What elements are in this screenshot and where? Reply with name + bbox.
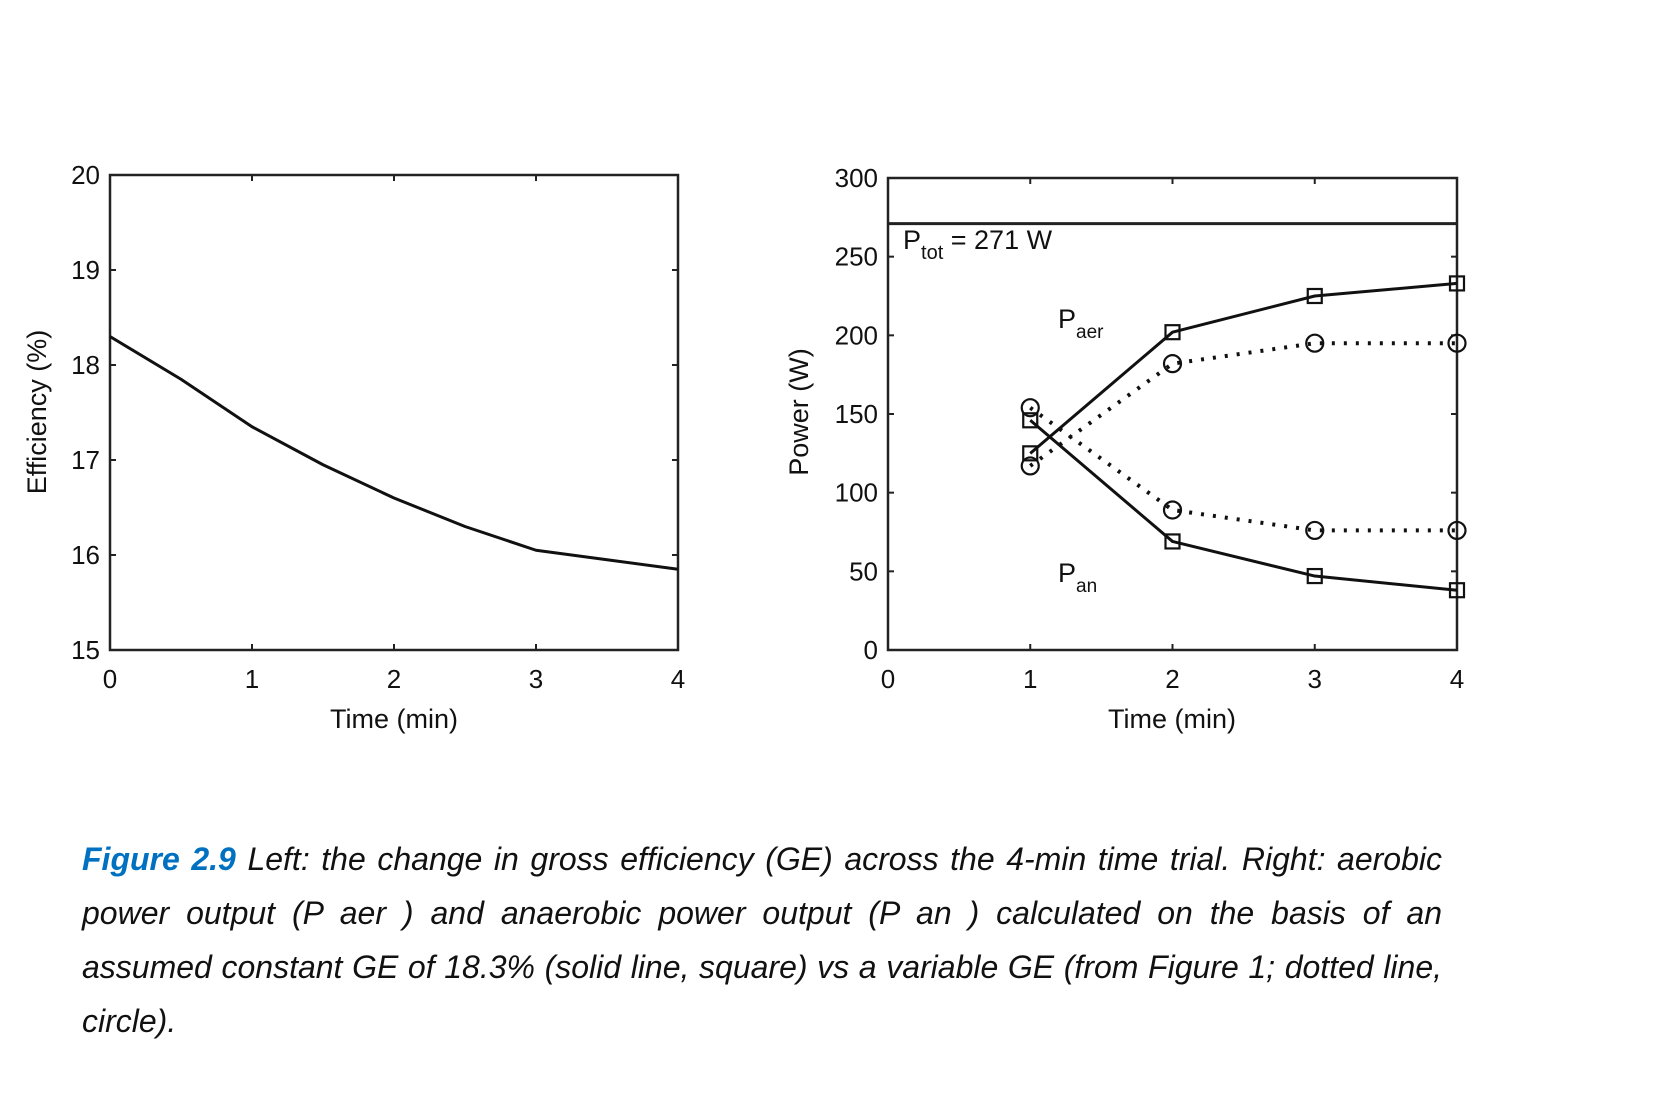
right-square-marker [1448,275,1466,292]
right-square-marker [1022,445,1039,462]
paer-sub: aer [1076,322,1104,343]
pan-sub: an [1076,576,1097,597]
left-y-tick-label: 17 [71,445,100,475]
right-series-line-3 [1029,406,1457,533]
ptot-main: P [903,225,921,255]
right-circle-marker [1020,398,1040,418]
right-circle-marker [1305,333,1325,353]
paer-main: P [1058,304,1076,334]
left-x-tick-label: 0 [103,664,117,694]
left-x-tick-label: 2 [387,664,401,694]
right-y-tick-label: 0 [864,635,878,665]
left-y-tick-label: 20 [71,160,100,190]
right-circle-marker [1020,456,1040,476]
left-x-tick-label: 4 [671,664,685,694]
right-square-marker [1164,533,1181,550]
right-circle-marker [1162,354,1183,374]
right-series-line-1 [1029,419,1458,592]
left-plot-frame [108,173,680,652]
right-y-tick-label: 250 [835,242,878,272]
right-circle-marker [1162,500,1183,520]
right-square-marker [1306,287,1323,305]
pan-main: P [1058,558,1076,588]
right-circle-marker [1305,520,1325,541]
left-y-axis-label: Efficiency (%) [22,330,52,495]
right-y-tick-label: 100 [835,478,878,508]
right-y-tick-label: 200 [835,320,878,350]
right-square-marker [1448,582,1466,599]
right-y-tick-label: 300 [835,163,878,193]
left-x-axis-label: Time (min) [330,704,458,734]
paer-annotation: Paer [1058,304,1104,343]
right-square-marker [1022,412,1039,429]
left-x-tick-label: 3 [529,664,543,694]
left-series-line-0 [109,335,679,571]
right-series-line-0 [1029,281,1458,455]
left-y-tick-label: 15 [71,635,100,665]
right-x-tick-label: 2 [1165,664,1179,694]
right-x-tick-label: 1 [1023,664,1037,694]
figure-label: Figure 2.9 [82,841,236,877]
right-x-tick-label: 3 [1308,664,1322,694]
figure-caption: Figure 2.9 Left: the change in gross eff… [82,832,1442,1048]
pan-annotation: Pan [1058,558,1097,597]
left-y-tick-label: 19 [71,255,100,285]
left-y-tick-label: 16 [71,540,100,570]
ptot-sub: tot [921,242,944,264]
right-series-line-2 [1029,341,1457,468]
right-y-tick-label: 150 [835,399,878,429]
ptot-value: = 271 W [943,225,1052,255]
ptot-label: Ptot = 271 W [903,225,1053,264]
right-square-marker [1164,324,1181,341]
right-square-marker [1306,567,1323,585]
right-x-tick-label: 0 [881,664,895,694]
right-y-axis-label: Power (W) [784,348,814,476]
right-circle-marker [1447,520,1467,541]
caption-text: Left: the change in gross efficiency (GE… [82,841,1443,1039]
left-x-tick-label: 1 [245,664,259,694]
left-y-tick-label: 18 [71,350,100,380]
right-x-axis-label: Time (min) [1108,704,1236,734]
right-y-tick-label: 50 [849,556,878,586]
right-x-tick-label: 4 [1450,664,1464,694]
right-circle-marker [1447,333,1467,353]
